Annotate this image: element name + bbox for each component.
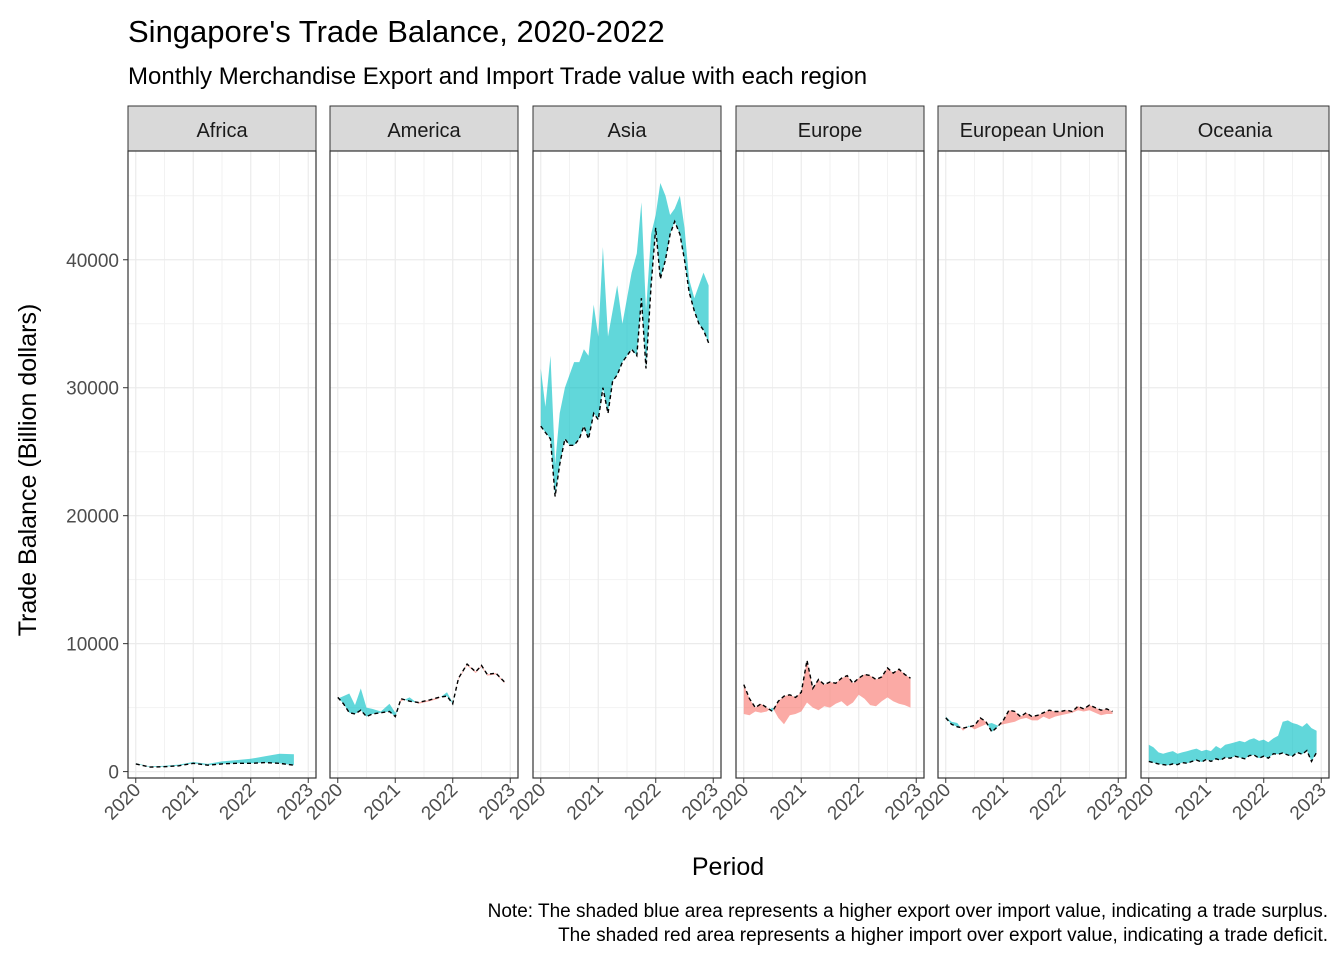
x-tick-label: 2022 (418, 780, 463, 825)
y-tick-label: 10000 (66, 635, 119, 656)
y-tick-label: 0 (108, 763, 119, 784)
surplus-area (1148, 720, 1317, 766)
x-axis-title: Period (692, 853, 764, 881)
import-dashed-line (135, 761, 294, 768)
x-tick-label: 2021 (360, 780, 405, 825)
facet-strip-label: Africa (196, 120, 248, 142)
caption-line-2: The shaded red area represents a higher … (558, 925, 1328, 946)
import-dashed-line (540, 219, 710, 497)
x-tick-label: 2022 (621, 780, 666, 825)
surplus-area (769, 707, 774, 712)
x-tick-label: 2022 (1026, 780, 1071, 825)
panel-oceania: Oceania 2020 2021 2022 2023 (1114, 105, 1331, 825)
surplus-area (945, 716, 961, 728)
panel-border (937, 150, 1127, 779)
x-tick-label: 2022 (824, 780, 869, 825)
x-tick-label: 2021 (968, 780, 1013, 825)
y-tick-label: 20000 (66, 507, 119, 528)
facet-strip (127, 105, 317, 152)
y-tick-label: 40000 (66, 251, 119, 272)
facet-strip-label: Asia (608, 120, 648, 142)
import-dashed-line (337, 663, 506, 718)
surplus-area (987, 723, 999, 732)
facet-panels: Africa 2020 2021 2022 2023 America 2020 2021 202… (101, 105, 1331, 825)
deficit-area (970, 717, 988, 730)
surplus-area (966, 725, 971, 728)
x-tick-label: 2021 (158, 780, 203, 825)
caption-line-1: Note: The shaded blue area represents a … (488, 901, 1328, 922)
panel-border (329, 150, 519, 779)
facet-strip (532, 105, 722, 152)
facet-strip (937, 105, 1127, 152)
import-dashed-line (1148, 749, 1318, 766)
facet-strip (329, 105, 519, 152)
import-dashed-line (743, 660, 911, 713)
y-tick-label: 30000 (66, 379, 119, 400)
y-axis: 0 10000 20000 30000 40000 (66, 251, 128, 784)
surplus-area (404, 697, 417, 703)
deficit-area (998, 705, 1113, 726)
x-tick-label: 2021 (766, 780, 811, 825)
panel-border (735, 150, 925, 779)
facet-strip-label: America (387, 120, 461, 142)
x-tick-label: 2021 (1171, 780, 1216, 825)
x-tick-label: 2020 (709, 780, 754, 825)
surplus-area (540, 183, 709, 497)
facet-strip-label: Europe (798, 120, 863, 142)
y-axis-title: Trade Balance (Billion dollars) (14, 304, 42, 637)
x-tick-label: 2022 (1229, 780, 1274, 825)
x-tick-label: 2020 (101, 780, 146, 825)
deficit-area (743, 684, 770, 716)
facet-strip (735, 105, 925, 152)
x-tick-label: 2023 (1286, 780, 1331, 825)
surplus-area (440, 691, 456, 704)
import-dashed-line (945, 704, 1113, 734)
panel-border (127, 150, 317, 779)
chart-title: Singapore's Trade Balance, 2020-2022 (128, 14, 665, 49)
x-tick-label: 2022 (216, 780, 261, 825)
chart-subtitle: Monthly Merchandise Export and Import Tr… (128, 63, 867, 90)
deficit-area (773, 660, 911, 725)
x-tick-label: 2020 (506, 780, 551, 825)
facet-strip-label: Oceania (1198, 120, 1273, 142)
panel-border (1140, 150, 1330, 779)
facet-strip-label: European Union (960, 120, 1105, 142)
facet-strip (1140, 105, 1330, 152)
x-tick-label: 2020 (1114, 780, 1159, 825)
x-tick-label: 2021 (563, 780, 608, 825)
surplus-area (338, 688, 399, 717)
panel-border (532, 150, 722, 779)
